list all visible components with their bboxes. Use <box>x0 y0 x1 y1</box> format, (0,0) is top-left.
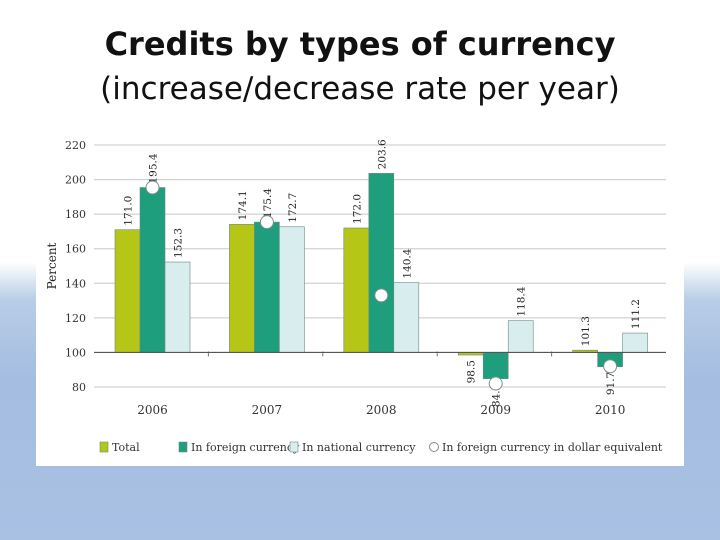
legend: Total In foreign currency In national curr… <box>99 441 663 454</box>
y-tick-label: 180 <box>65 208 86 221</box>
bar-value-label: 140.4 <box>401 248 413 278</box>
x-tick-label: 2010 <box>595 403 626 417</box>
bar-value-label: 111.2 <box>630 299 642 329</box>
bars <box>114 173 648 380</box>
legend-label: Total <box>112 441 140 454</box>
dollar-equivalent-marker <box>259 215 274 230</box>
x-tick-label: 2006 <box>137 403 168 417</box>
y-axis-title: Percent <box>45 242 59 289</box>
y-tick-label: 160 <box>65 243 86 256</box>
bar-in-national-currency <box>507 320 534 353</box>
data-labels: 171.0 195.4 152.3 174.1 175.4 172.7 172.0 203.6… <box>123 139 643 407</box>
bar-value-label: 195.4 <box>148 153 160 183</box>
dollar-equivalent-marker <box>145 180 160 195</box>
legend-label: In national currency <box>302 441 416 454</box>
bar-in-national-currency <box>622 332 648 353</box>
bar-in-national-currency <box>279 226 305 353</box>
x-tick-label: 2007 <box>252 403 283 417</box>
bar-total <box>343 227 370 353</box>
legend-swatch <box>289 441 299 453</box>
y-tick-label: 80 <box>72 381 86 394</box>
legend-swatch <box>99 441 109 453</box>
dollar-equivalent-marker <box>488 376 503 391</box>
x-tick-label: 2009 <box>480 403 511 417</box>
legend-label: In foreign currency in dollar equivalent <box>442 441 663 454</box>
dollar-equivalent-markers <box>145 180 618 391</box>
legend-label: In foreign currency <box>191 441 300 454</box>
bar-value-label: 172.0 <box>351 194 363 224</box>
y-tick-label: 100 <box>65 346 86 359</box>
dollar-equivalent-marker <box>603 359 618 374</box>
y-tick-label: 120 <box>65 312 86 325</box>
bar-in-foreign-currency <box>482 352 509 380</box>
bar-in-foreign-currency <box>254 221 280 353</box>
bar-value-label: 101.3 <box>580 316 592 346</box>
axes: 80 100 120 140 160 180 200 220 Percent 2006 2007 20… <box>45 139 666 417</box>
x-tick-label: 2008 <box>366 403 397 417</box>
dollar-equivalent-marker <box>374 288 389 303</box>
bar-value-label: 203.6 <box>376 139 388 169</box>
bar-in-national-currency <box>164 261 191 353</box>
bar-total <box>229 224 255 353</box>
bar-value-label: 118.4 <box>516 286 528 316</box>
y-tick-label: 220 <box>65 139 86 152</box>
bar-value-label: 172.7 <box>287 193 299 223</box>
chart-panel: 171.0 195.4 152.3 174.1 175.4 172.7 172.0 203.6… <box>36 124 684 466</box>
slide-subtitle: (increase/decrease rate per year) <box>100 71 620 107</box>
bar-value-label: 171.0 <box>123 196 135 226</box>
bar-in-foreign-currency <box>368 173 395 353</box>
legend-marker <box>429 442 439 452</box>
bar-in-foreign-currency <box>139 187 166 353</box>
legend-swatch <box>178 441 188 453</box>
slide-title-block: Credits by types of currency (increase/d… <box>0 22 720 112</box>
bar-in-national-currency <box>393 282 420 353</box>
y-tick-label: 140 <box>65 277 86 290</box>
credits-bar-chart: 171.0 195.4 152.3 174.1 175.4 172.7 172.0 203.6… <box>45 139 666 454</box>
bar-value-label: 175.4 <box>262 188 274 218</box>
y-tick-label: 200 <box>65 174 86 187</box>
bar-value-label: 174.1 <box>237 190 249 220</box>
slide-title: Credits by types of currency <box>104 25 616 63</box>
bar-value-label: 152.3 <box>173 228 185 258</box>
bar-total <box>114 229 141 353</box>
bar-value-label: 91.7 <box>605 372 617 395</box>
bar-value-label: 98.5 <box>466 360 478 383</box>
